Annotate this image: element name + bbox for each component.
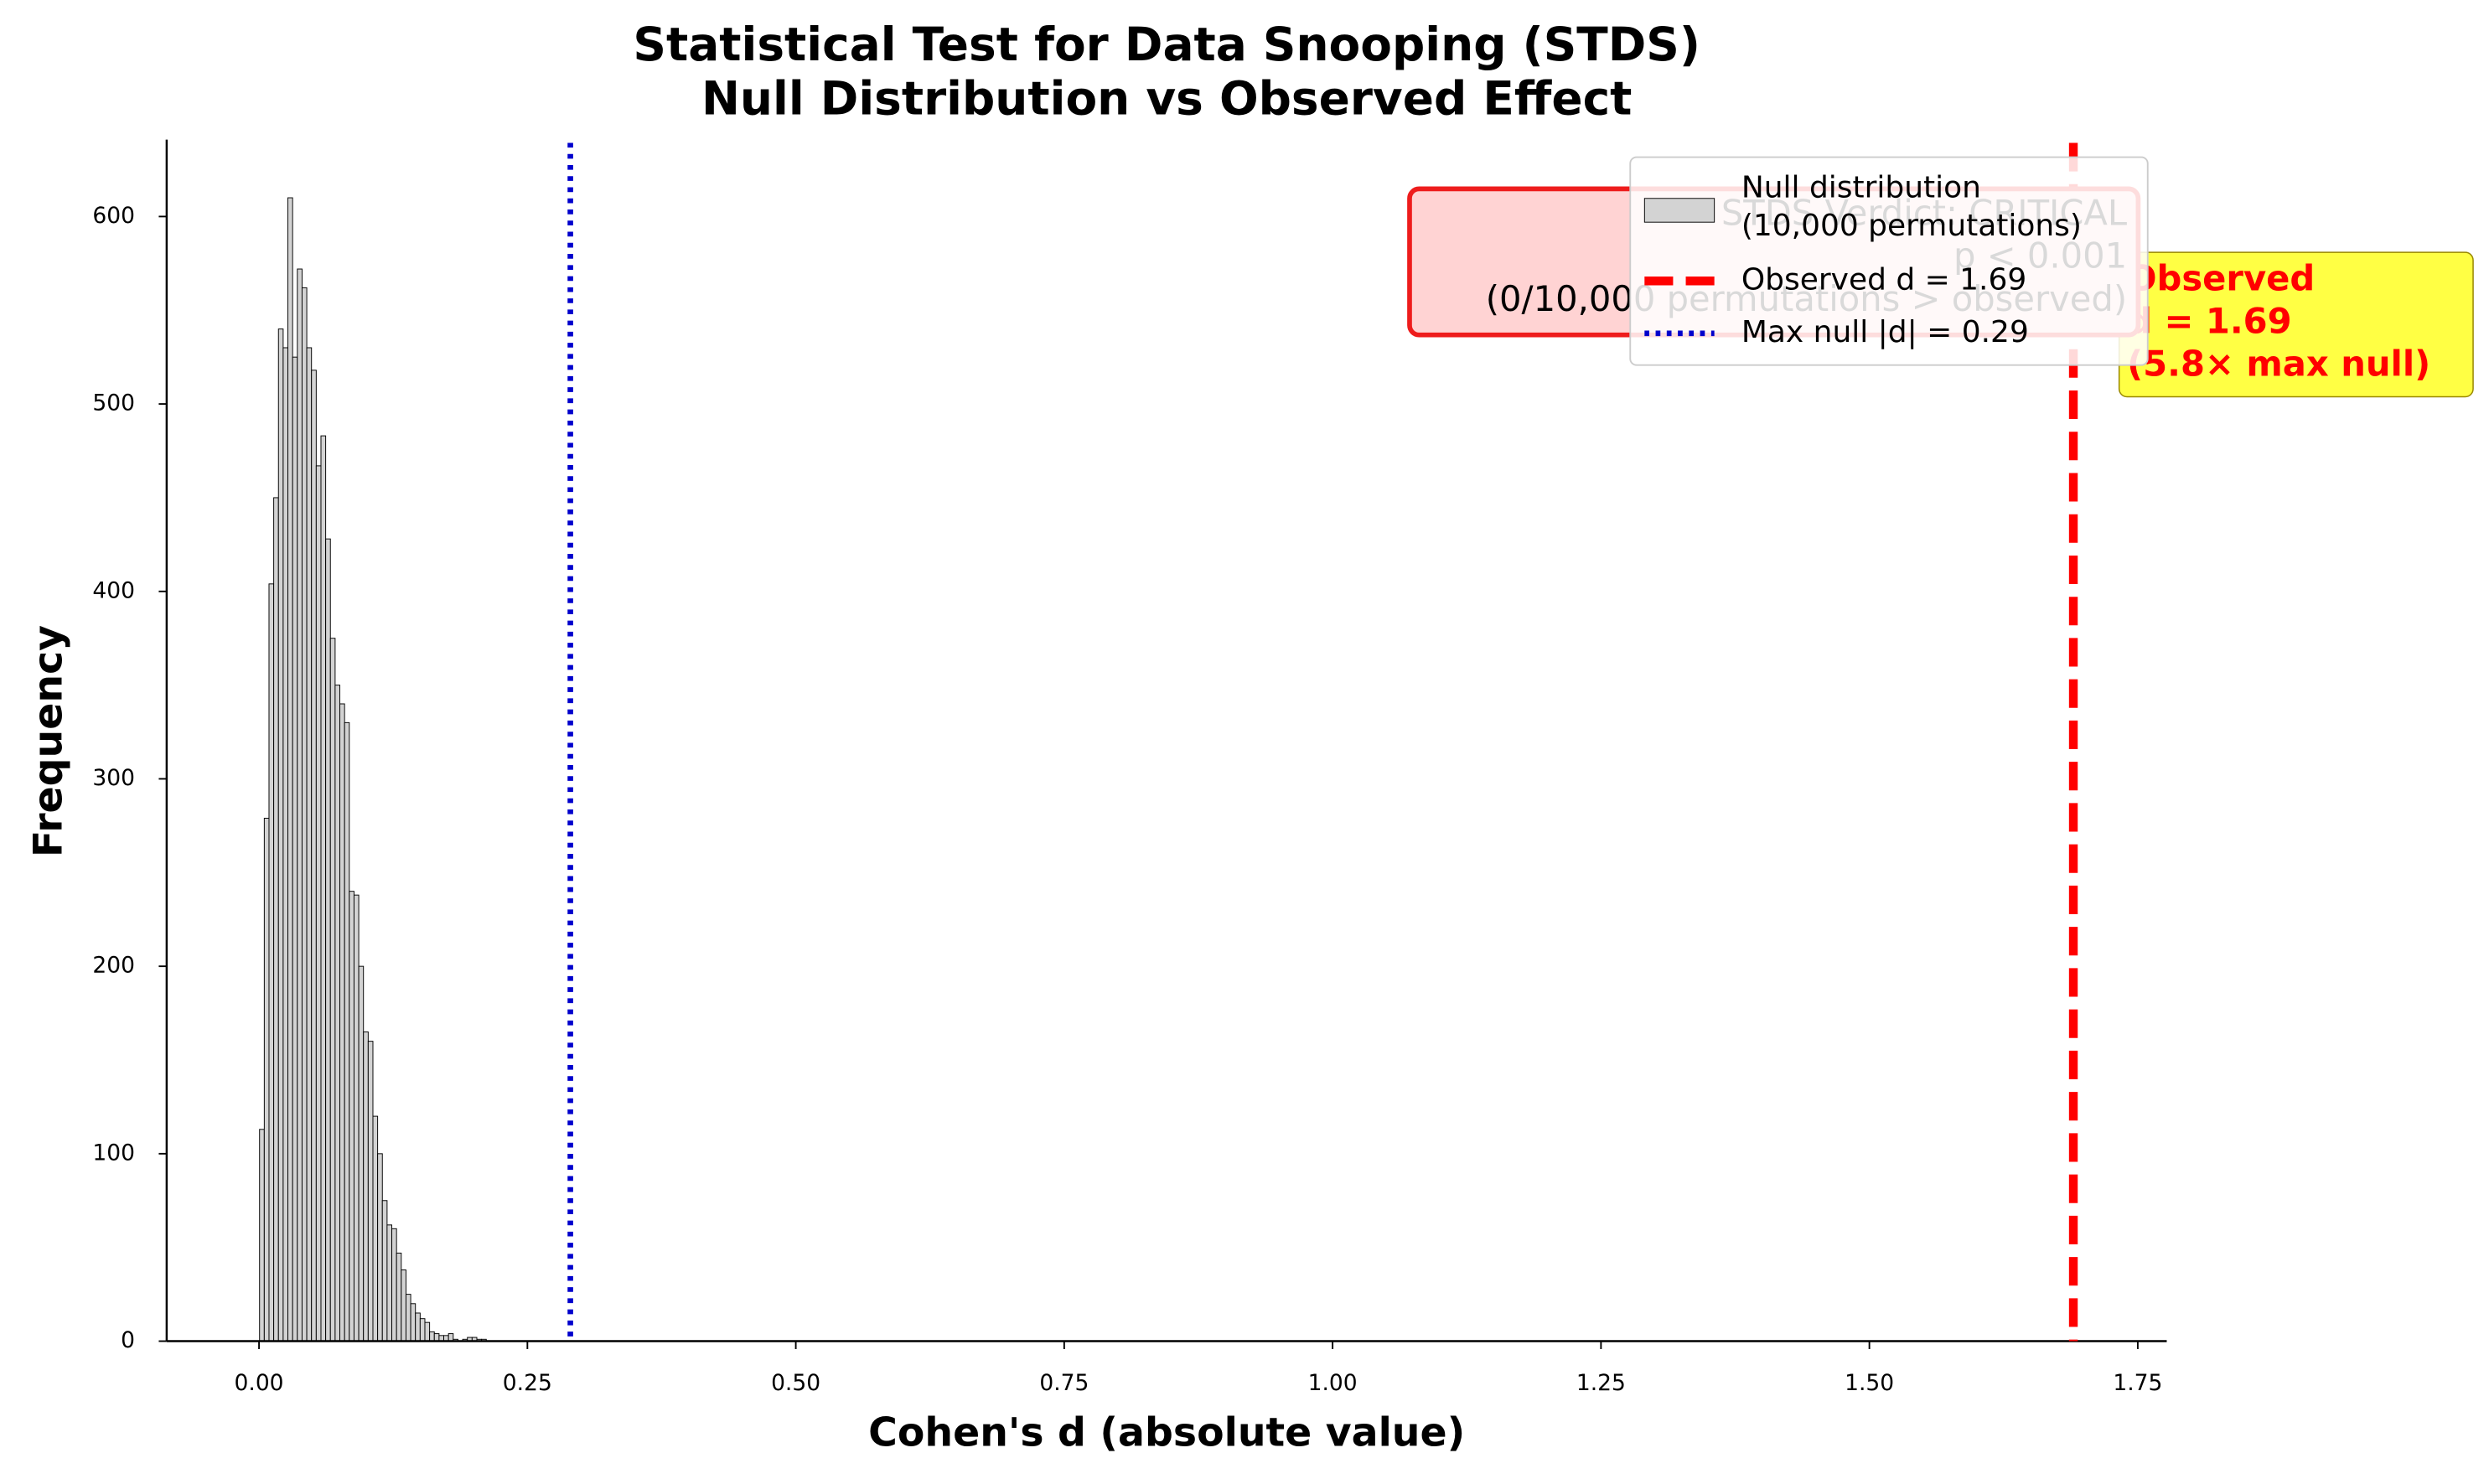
observed-note-text: d = 1.69 — [2127, 300, 2292, 341]
histogram-bar — [339, 703, 345, 1342]
histogram-bar — [424, 1321, 431, 1342]
histogram-bar — [349, 891, 354, 1342]
histogram-bar — [320, 435, 327, 1342]
y-tick-label: 500 — [92, 390, 135, 416]
observed-note-text: (5.8× max null) — [2127, 344, 2430, 385]
histogram-bar — [419, 1318, 426, 1342]
histogram-bar — [386, 1224, 393, 1342]
x-tick-label: 0.00 — [235, 1370, 284, 1396]
histogram-bar — [433, 1333, 440, 1342]
y-tick-label: 300 — [92, 765, 135, 791]
y-tick-label: 200 — [92, 953, 135, 979]
histogram-bar — [448, 1333, 454, 1342]
histogram-bar — [358, 965, 365, 1342]
histogram-bar — [353, 894, 360, 1342]
histogram-bar — [273, 497, 279, 1342]
y-tick-label: 100 — [92, 1140, 135, 1166]
histogram-bar — [268, 583, 275, 1342]
histogram-bar — [301, 287, 308, 1342]
histogram-bar — [315, 465, 322, 1342]
histogram-bar — [282, 347, 288, 1342]
histogram-bar — [363, 1031, 369, 1342]
chart-title: Statistical Test for Data Snooping (STDS… — [633, 18, 1700, 71]
histogram-bar — [263, 817, 270, 1342]
x-tick-label: 1.75 — [2113, 1370, 2162, 1396]
histogram-bar — [381, 1200, 388, 1342]
histogram-bar — [277, 328, 284, 1342]
histogram-bar — [405, 1294, 411, 1342]
observed-note-text: Observed — [2127, 257, 2315, 298]
histogram-bar — [329, 638, 336, 1342]
histogram-bar — [377, 1153, 383, 1342]
x-tick-label: 1.00 — [1308, 1370, 1358, 1396]
x-tick-label: 1.50 — [1845, 1370, 1894, 1396]
histogram-bar — [372, 1115, 379, 1342]
legend-label: Null distribution — [1741, 170, 1981, 204]
histogram-bar — [401, 1269, 406, 1342]
histogram-bar — [287, 197, 293, 1342]
histogram-bar — [391, 1228, 397, 1342]
y-axis-label: Frequency — [26, 625, 72, 857]
histogram-bar — [311, 370, 317, 1342]
x-tick-label: 0.25 — [503, 1370, 552, 1396]
histogram-bar — [429, 1331, 435, 1342]
histogram-bar — [306, 347, 313, 1342]
legend-label: (10,000 permutations) — [1741, 209, 2082, 243]
histogram-bar — [292, 356, 298, 1342]
y-tick-label: 400 — [92, 577, 135, 603]
histogram-bar — [334, 685, 341, 1342]
x-tick-label: 1.25 — [1576, 1370, 1626, 1396]
legend-swatch — [1643, 198, 1715, 223]
legend-label: Observed d = 1.69 — [1741, 262, 2026, 297]
histogram-bar — [367, 1041, 374, 1342]
histogram-bar — [259, 1129, 265, 1342]
x-tick-label: 0.50 — [771, 1370, 820, 1396]
histogram-bar — [344, 721, 350, 1342]
histogram-bar — [410, 1303, 417, 1342]
x-tick-label: 0.75 — [1039, 1370, 1089, 1396]
legend-box — [1629, 156, 2149, 366]
histogram-bar — [325, 538, 331, 1342]
chart-subtitle: Null Distribution vs Observed Effect — [701, 71, 1632, 125]
x-axis-label: Cohen's d (absolute value) — [868, 1409, 1465, 1456]
histogram-bar — [396, 1252, 402, 1342]
histogram-bar — [415, 1312, 421, 1342]
legend-label: Max null |d| = 0.29 — [1741, 315, 2029, 349]
histogram-bar — [297, 268, 303, 1342]
y-tick-label: 0 — [121, 1327, 135, 1353]
y-tick-label: 600 — [92, 203, 135, 229]
